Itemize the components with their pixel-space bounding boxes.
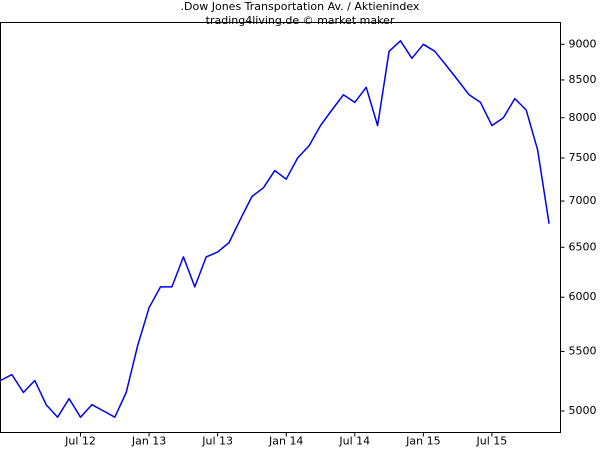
x-tick-label: Jan 15 <box>405 435 440 448</box>
y-tick-label: 5500 <box>569 344 597 357</box>
x-tick-label: Jul 15 <box>476 435 508 448</box>
x-tick-label: Jul 14 <box>338 435 370 448</box>
x-tick-label: Jan 13 <box>131 435 166 448</box>
y-tick-label: 9000 <box>569 37 597 50</box>
plot-frame <box>0 22 561 433</box>
y-tick-label: 5000 <box>569 404 597 417</box>
chart-title: .Dow Jones Transportation Av. / Aktienin… <box>181 0 420 13</box>
y-tick-label: 6000 <box>569 290 597 303</box>
x-tick-label: Jul 12 <box>64 435 96 448</box>
y-tick-label: 8000 <box>569 111 597 124</box>
x-tick-label: Jul 13 <box>201 435 233 448</box>
y-tick-label: 6500 <box>569 240 597 253</box>
y-tick-label: 7500 <box>569 151 597 164</box>
chart-subtitle: trading4living.de © market maker <box>206 14 395 27</box>
x-tick-label: Jan 14 <box>268 435 303 448</box>
data-line <box>0 40 550 418</box>
y-tick-label: 7000 <box>569 194 597 207</box>
y-tick-label: 8500 <box>569 73 597 86</box>
